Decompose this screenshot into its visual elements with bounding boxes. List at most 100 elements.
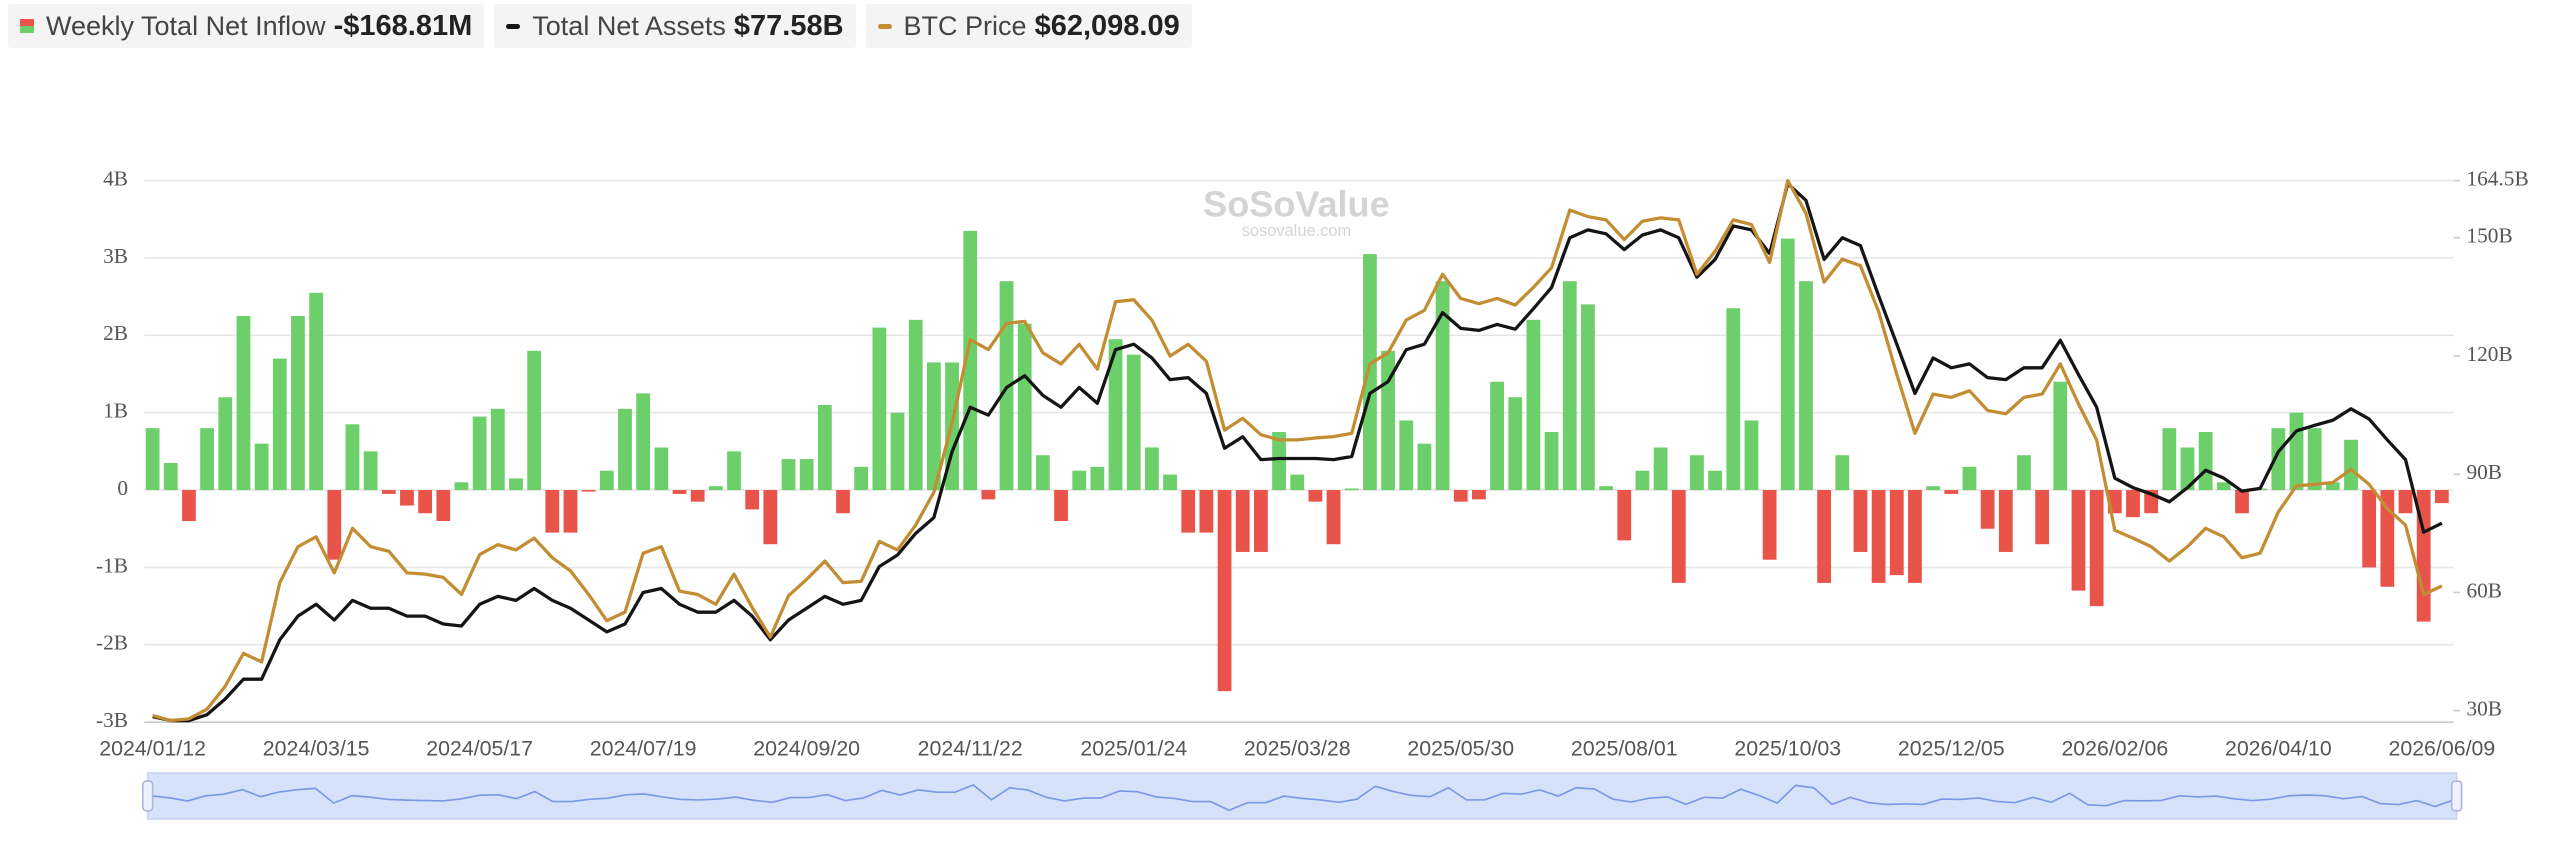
bar: [2035, 490, 2050, 545]
bar: [1708, 470, 1722, 491]
bar: [1235, 490, 1250, 552]
y-tick-label: -3B: [96, 708, 128, 732]
legend-value: $62,098.09: [1034, 9, 1180, 42]
bar: [908, 319, 923, 491]
bar: [599, 470, 614, 491]
bar: [854, 466, 869, 491]
bar: [327, 490, 342, 560]
bar: [1562, 281, 1577, 491]
bar: [1871, 490, 1886, 583]
bar: [1326, 490, 1341, 545]
bar: [1363, 254, 1377, 491]
bar: [2235, 490, 2249, 514]
bar: [1308, 490, 1323, 502]
bar: [509, 478, 523, 491]
bar: [1853, 490, 1868, 552]
bar: [182, 490, 196, 521]
bar: [1889, 490, 1904, 576]
y-tick-label: -1B: [96, 553, 128, 577]
bar: [1544, 432, 1559, 491]
bar: [145, 428, 160, 491]
bar: [1417, 443, 1432, 491]
legend-value: -$168.81M: [333, 9, 473, 42]
bar: [890, 412, 905, 491]
bar: [2362, 490, 2377, 568]
bar: [1090, 466, 1105, 491]
bar: [1035, 455, 1050, 491]
legend-item[interactable]: BTC Price $62,098.09: [865, 4, 1192, 48]
bar: [1526, 319, 1541, 491]
line: [152, 178, 2443, 723]
bar: [1835, 455, 1850, 491]
bar: [345, 424, 360, 491]
bar: [781, 459, 796, 491]
legend-icon: [20, 19, 34, 33]
bar: [1653, 447, 1668, 491]
bar: [472, 416, 487, 491]
y-tick-label: -2B: [96, 631, 128, 655]
bar: [2089, 490, 2104, 607]
bar: [1980, 490, 1995, 529]
bar: [872, 327, 887, 491]
y-tick-label: 3B: [103, 244, 128, 268]
bar: [2271, 428, 2286, 491]
bar: [527, 350, 542, 491]
bar: [1199, 490, 1214, 533]
navigator-handle[interactable]: [2450, 780, 2463, 812]
bar: [2398, 490, 2413, 514]
x-tick-label: 2024/05/17: [426, 737, 533, 761]
bar: [708, 486, 723, 491]
navigator: [146, 772, 2458, 820]
bar: [1799, 281, 1813, 491]
bar: [763, 490, 778, 545]
bar: [926, 362, 941, 491]
x-tick-label: 2026/02/06: [2061, 737, 2168, 761]
bar: [1254, 490, 1268, 552]
x-tick-label: 2026/04/10: [2225, 737, 2332, 761]
bar: [1998, 490, 2013, 552]
bar: [2180, 447, 2195, 491]
bar: [1617, 490, 1632, 541]
x-tick-label: 2026/06/09: [2388, 737, 2495, 761]
bar: [2380, 490, 2395, 587]
bar: [1908, 490, 1922, 583]
bar: [2198, 432, 2213, 491]
x-tick-label: 2025/03/28: [1244, 737, 1351, 761]
y2-tick-label: 60B: [2466, 578, 2502, 602]
bar: [1054, 490, 1068, 521]
bar: [254, 443, 269, 491]
bar: [981, 490, 996, 500]
legend-item[interactable]: Weekly Total Net Inflow -$168.81M: [8, 4, 485, 48]
bar: [1144, 447, 1159, 491]
x-tick-label: 2025/08/01: [1571, 737, 1678, 761]
bar: [799, 459, 814, 491]
navigator-handle[interactable]: [141, 780, 154, 812]
bar: [2162, 428, 2177, 491]
y2-tick-label: 150B: [2466, 224, 2512, 248]
bar: [1108, 339, 1123, 491]
legend-icon: [877, 23, 892, 29]
line: [152, 182, 2443, 723]
bar: [1435, 281, 1450, 491]
bar: [817, 404, 832, 491]
y-tick-label: 1B: [103, 399, 128, 423]
bar: [618, 408, 632, 491]
bar: [490, 408, 505, 491]
bar: [454, 482, 469, 491]
bar: [545, 490, 560, 533]
bar: [436, 490, 451, 521]
x-tick-label: 2025/05/30: [1407, 737, 1514, 761]
watermark-url: sosovalue.com: [1242, 222, 1351, 240]
bar: [1399, 420, 1414, 491]
x-tick-label: 2024/07/19: [590, 737, 697, 761]
bar: [1017, 323, 1032, 491]
bar: [272, 358, 287, 491]
bar: [636, 393, 651, 491]
bar: [2289, 412, 2304, 491]
bar: [836, 490, 850, 514]
bar: [400, 490, 414, 506]
legend-item[interactable]: Total Net Assets $77.58B: [494, 4, 856, 48]
watermark: SoSoValue: [1203, 183, 1390, 224]
